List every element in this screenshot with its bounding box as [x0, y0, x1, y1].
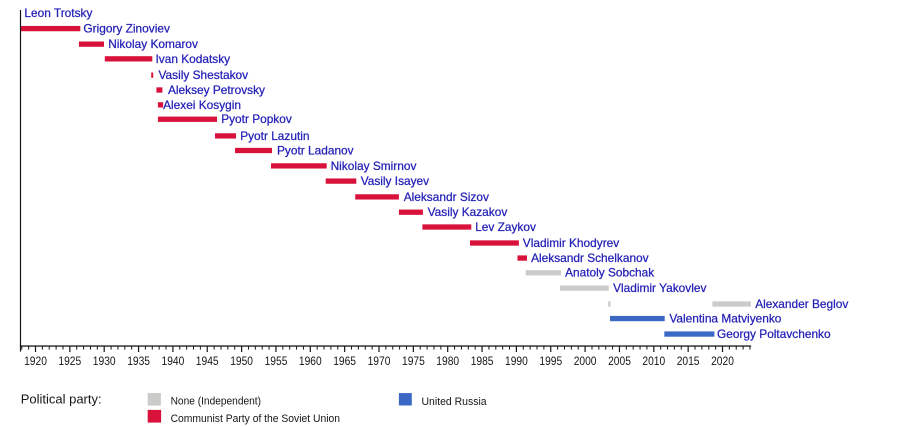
- svg-text:Nikolay Smirnov: Nikolay Smirnov: [331, 159, 417, 173]
- svg-text:United Russia: United Russia: [422, 396, 488, 408]
- svg-text:2005: 2005: [608, 354, 631, 368]
- svg-text:2020: 2020: [711, 354, 734, 368]
- svg-text:1965: 1965: [333, 354, 356, 368]
- svg-text:Vasily Shestakov: Vasily Shestakov: [159, 68, 249, 82]
- svg-text:Valentina Matviyenko: Valentina Matviyenko: [669, 311, 781, 325]
- svg-text:Aleksandr Schelkanov: Aleksandr Schelkanov: [531, 251, 649, 265]
- svg-text:Grigory Zinoviev: Grigory Zinoviev: [83, 22, 169, 36]
- svg-text:2000: 2000: [574, 354, 597, 368]
- svg-text:Lev Zaykov: Lev Zaykov: [475, 220, 536, 234]
- svg-text:Georgy Poltavchenko: Georgy Poltavchenko: [717, 327, 831, 341]
- svg-text:Ivan Kodatsky: Ivan Kodatsky: [156, 52, 231, 66]
- svg-text:1945: 1945: [196, 354, 219, 368]
- svg-text:1970: 1970: [368, 354, 391, 368]
- svg-text:1995: 1995: [539, 354, 562, 368]
- svg-text:1960: 1960: [299, 354, 322, 368]
- svg-text:Vladimir Yakovlev: Vladimir Yakovlev: [613, 281, 706, 295]
- svg-text:1975: 1975: [402, 354, 425, 368]
- svg-text:Vasily Isayev: Vasily Isayev: [361, 174, 429, 188]
- svg-text:Nikolay Komarov: Nikolay Komarov: [108, 37, 198, 51]
- svg-text:Vasily Kazakov: Vasily Kazakov: [428, 205, 508, 219]
- svg-text:Aleksandr Sizov: Aleksandr Sizov: [404, 190, 489, 204]
- svg-text:1990: 1990: [505, 354, 528, 368]
- svg-text:1985: 1985: [471, 354, 494, 368]
- svg-text:Pyotr Popkov: Pyotr Popkov: [221, 112, 292, 126]
- svg-text:1980: 1980: [436, 354, 459, 368]
- svg-text:Alexander Beglov: Alexander Beglov: [755, 297, 848, 311]
- svg-text:None (Independent): None (Independent): [171, 395, 261, 407]
- svg-text:2015: 2015: [677, 354, 700, 368]
- svg-text:1940: 1940: [162, 354, 185, 368]
- svg-text:Leon Trotsky: Leon Trotsky: [24, 6, 92, 20]
- svg-text:1920: 1920: [24, 354, 47, 368]
- svg-text:Aleksey Petrovsky: Aleksey Petrovsky: [168, 83, 265, 97]
- svg-text:Communist Party of the Soviet: Communist Party of the Soviet Union: [171, 413, 340, 425]
- svg-text:Alexei Kosygin: Alexei Kosygin: [163, 98, 241, 112]
- svg-text:Pyotr Ladanov: Pyotr Ladanov: [277, 143, 354, 157]
- svg-text:Vladimir Khodyrev: Vladimir Khodyrev: [523, 236, 619, 250]
- svg-text:1955: 1955: [265, 354, 288, 368]
- svg-text:1950: 1950: [230, 354, 253, 368]
- svg-text:2010: 2010: [642, 354, 665, 368]
- svg-text:Political party:: Political party:: [21, 392, 102, 407]
- svg-text:Anatoly Sobchak: Anatoly Sobchak: [565, 266, 655, 280]
- svg-text:1935: 1935: [127, 354, 150, 368]
- svg-text:1925: 1925: [58, 354, 81, 368]
- svg-text:1930: 1930: [93, 354, 116, 368]
- svg-text:Pyotr Lazutin: Pyotr Lazutin: [240, 129, 309, 143]
